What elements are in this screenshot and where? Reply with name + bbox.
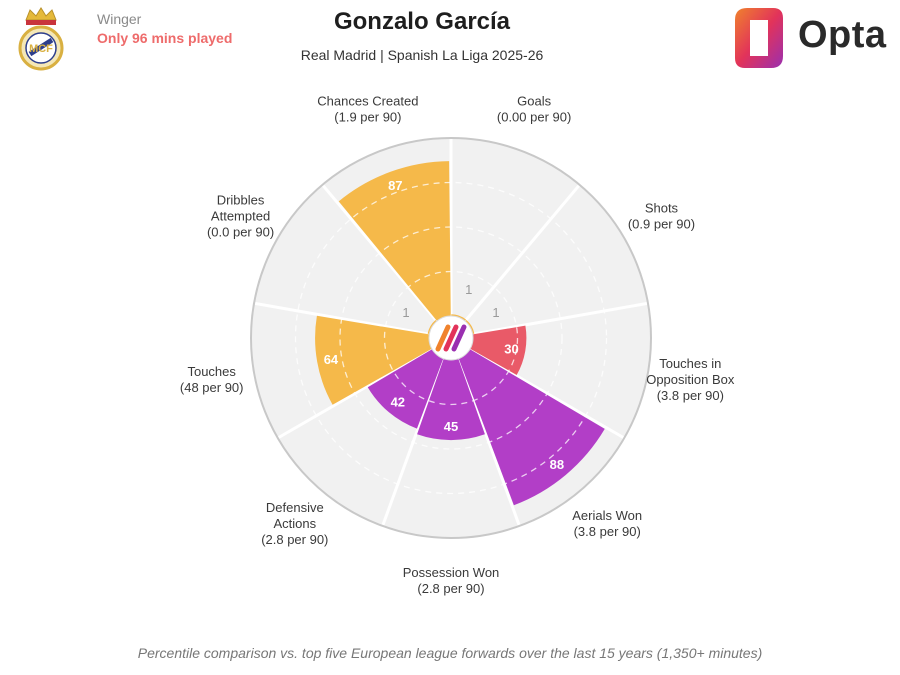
minutes-played-warning: Only 96 mins played [97, 30, 233, 46]
value-label: 64 [324, 352, 339, 367]
category-label-line: Attempted [211, 209, 270, 224]
data-wedge [315, 315, 432, 405]
category-label-line: Possession Won [403, 565, 500, 580]
value-label: 30 [504, 342, 518, 357]
page-title: Gonzalo García [333, 8, 511, 35]
data-wedge [338, 161, 451, 321]
value-label: 42 [391, 394, 405, 409]
slice-divider [472, 301, 649, 336]
category-label-line: (3.8 per 90) [574, 524, 641, 539]
category-label: Chances Created (1.9 per 90) [317, 94, 418, 125]
background-slice [465, 184, 648, 335]
category-label-line: Touches [187, 364, 236, 379]
category-label-line: (3.8 per 90) [657, 388, 724, 403]
category-label: Goals (0.00 per 90) [497, 94, 571, 125]
category-label-line: Defensive [266, 500, 324, 515]
center-logo-stroke [435, 324, 451, 352]
opta-logo-icon [735, 8, 783, 68]
category-label-line: (0.00 per 90) [497, 110, 571, 125]
category-label-line: Aerials Won [572, 508, 642, 523]
category-label: Possession Won (2.8 per 90) [403, 565, 500, 596]
category-label-line: Touches in [659, 356, 721, 371]
value-label: 1 [492, 305, 499, 320]
player-position: Winger [97, 11, 142, 27]
category-label-line: Goals [517, 94, 551, 109]
category-label-line: (0.9 per 90) [628, 217, 695, 232]
value-label: 45 [444, 419, 458, 434]
category-label-line: (2.8 per 90) [261, 532, 328, 547]
category-label-line: Actions [273, 516, 316, 531]
category-label-line: Chances Created [317, 94, 418, 109]
category-label-line: (1.9 per 90) [334, 110, 401, 125]
svg-text:MCF: MCF [29, 43, 53, 55]
center-logo-icon [435, 324, 467, 352]
category-label: Touches (48 per 90) [180, 364, 244, 395]
value-label: 88 [550, 457, 564, 472]
value-label: 87 [388, 178, 402, 193]
slice-divider [463, 183, 581, 323]
category-label-line: Shots [645, 201, 679, 216]
category-label-line: (48 per 90) [180, 380, 244, 395]
data-wedge [367, 349, 444, 429]
background-slice [451, 138, 580, 322]
center-logo-stroke [443, 324, 459, 352]
real-madrid-crest-icon: MCF [18, 7, 64, 71]
grid-ring [383, 270, 519, 406]
category-label: Dribbles Attempted (0.0 per 90) [207, 193, 274, 240]
category-label: Aerials Won (3.8 per 90) [572, 508, 642, 539]
category-label: Defensive Actions (2.8 per 90) [261, 500, 328, 547]
chart-footnote: Percentile comparison vs. top five Europ… [137, 645, 763, 661]
grid-ring [339, 226, 563, 450]
grid-ring [294, 181, 608, 495]
background-slice [382, 358, 520, 539]
category-label: Touches in Opposition Box (3.8 per 90) [646, 356, 735, 403]
background-slice [254, 184, 437, 335]
category-label-line: Opposition Box [646, 372, 735, 387]
category-label-line: (0.0 per 90) [207, 225, 274, 240]
category-label-line: (2.8 per 90) [417, 581, 484, 596]
value-label: 1 [465, 282, 472, 297]
opta-wordmark: Opta [798, 14, 887, 56]
category-label-line: Dribbles [217, 193, 265, 208]
center-logo-stroke [451, 324, 467, 352]
page-subtitle: Real Madrid | Spanish La Liga 2025-26 [300, 47, 544, 63]
value-label: 1 [402, 305, 409, 320]
data-wedge [417, 358, 485, 441]
category-label: Shots (0.9 per 90) [628, 201, 695, 232]
outer-ring [250, 137, 652, 539]
